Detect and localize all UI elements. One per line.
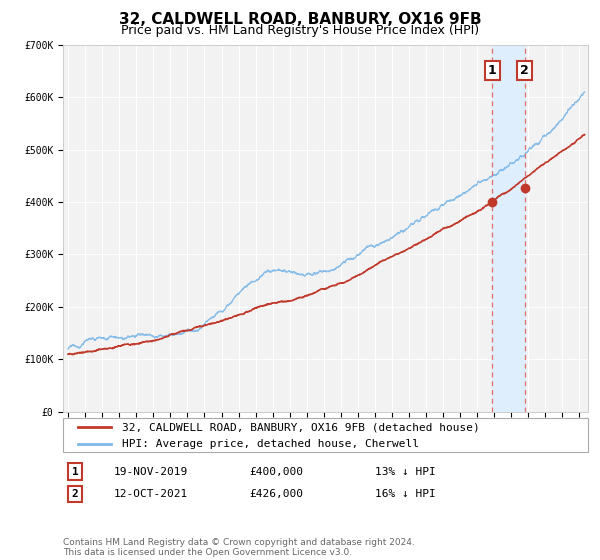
Bar — [492, 45, 524, 412]
Text: Price paid vs. HM Land Registry's House Price Index (HPI): Price paid vs. HM Land Registry's House … — [121, 24, 479, 37]
Text: 16% ↓ HPI: 16% ↓ HPI — [375, 489, 436, 499]
Text: £426,000: £426,000 — [249, 489, 303, 499]
Text: HPI: Average price, detached house, Cherwell: HPI: Average price, detached house, Cher… — [122, 439, 419, 449]
Text: 2: 2 — [520, 64, 529, 77]
Text: 32, CALDWELL ROAD, BANBURY, OX16 9FB: 32, CALDWELL ROAD, BANBURY, OX16 9FB — [119, 12, 481, 27]
Text: Contains HM Land Registry data © Crown copyright and database right 2024.
This d: Contains HM Land Registry data © Crown c… — [63, 538, 415, 557]
Text: 13% ↓ HPI: 13% ↓ HPI — [375, 466, 436, 477]
Text: 32, CALDWELL ROAD, BANBURY, OX16 9FB (detached house): 32, CALDWELL ROAD, BANBURY, OX16 9FB (de… — [122, 422, 479, 432]
Text: £400,000: £400,000 — [249, 466, 303, 477]
Text: 1: 1 — [488, 64, 497, 77]
Text: 19-NOV-2019: 19-NOV-2019 — [114, 466, 188, 477]
Text: 12-OCT-2021: 12-OCT-2021 — [114, 489, 188, 499]
Text: 2: 2 — [71, 489, 79, 499]
Text: 1: 1 — [71, 466, 79, 477]
